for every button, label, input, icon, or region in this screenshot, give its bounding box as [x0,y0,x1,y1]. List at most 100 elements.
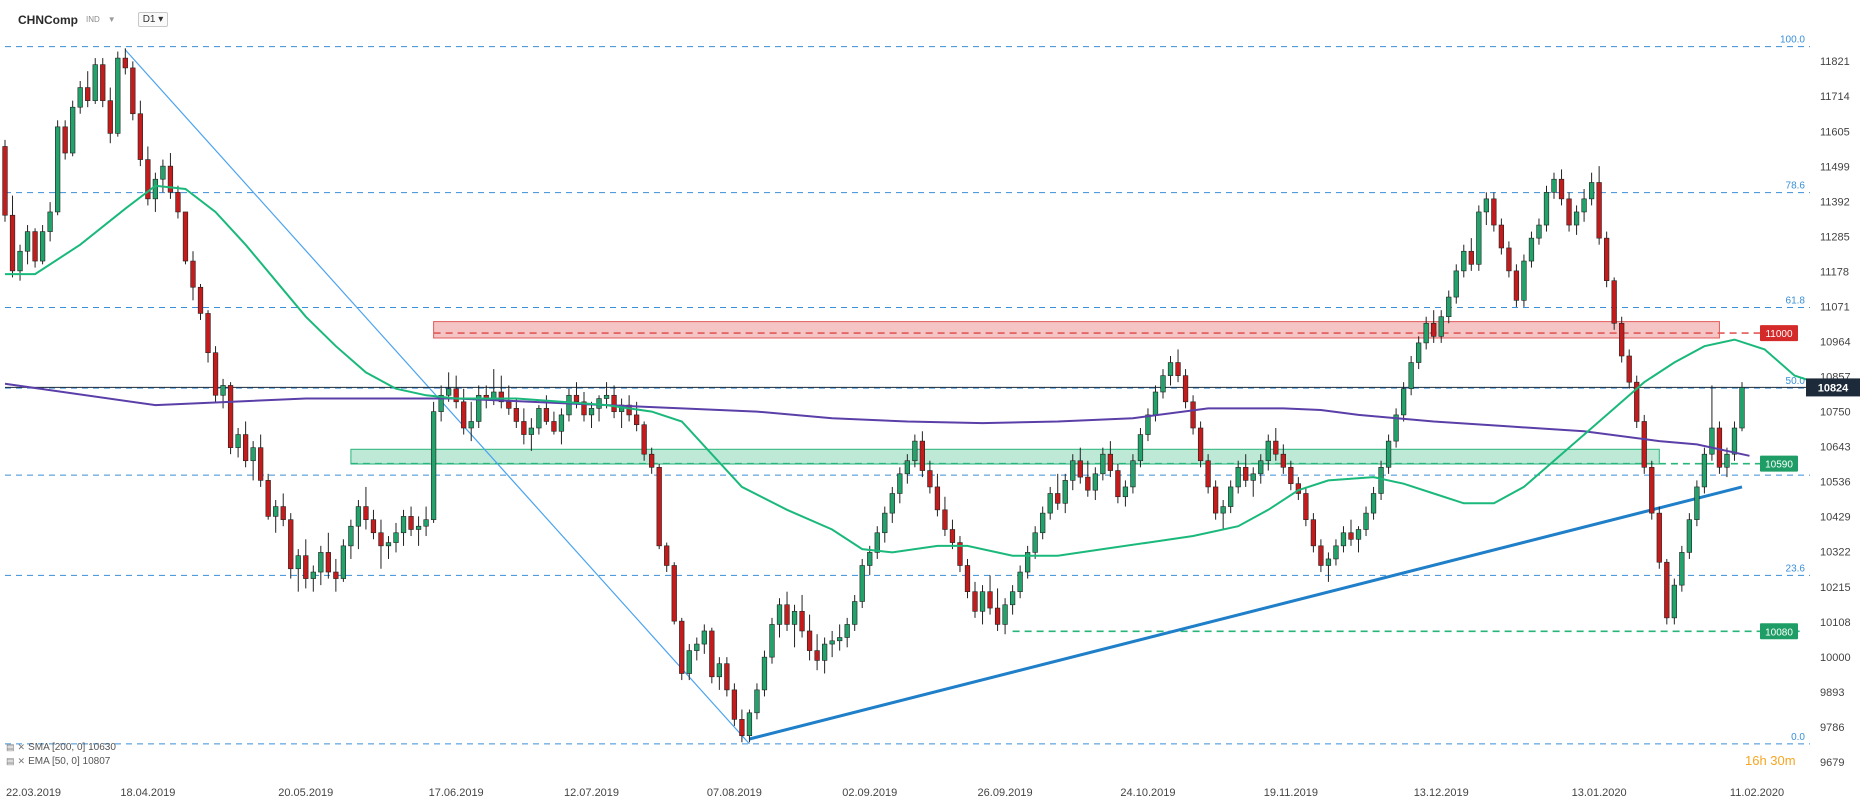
time-tick-label: 22.03.2019 [6,787,61,799]
candle-body [1077,460,1083,478]
candle-body [716,663,722,678]
candle-body [1137,434,1144,462]
candle-body [882,512,888,534]
candle-body [897,473,903,494]
candle-body [649,453,655,468]
candle-body [626,404,632,416]
candle-body [1393,414,1399,442]
candle-body [242,434,249,462]
candle-body [32,231,38,262]
candle-body [1431,322,1437,337]
candle-body [1182,375,1189,403]
candle-body [829,640,835,645]
candle-body [235,434,241,448]
candle-body [167,165,174,193]
price-tick-label: 9893 [1820,687,1844,699]
candle-body [1438,316,1444,337]
candle-body [220,385,226,396]
support-zone [350,448,1660,465]
candle-body [1288,466,1294,484]
candle-body [761,656,768,691]
time-tick-label: 11.02.2020 [1730,787,1784,799]
candle-body [1355,529,1362,540]
candle-body [47,211,53,232]
candle-body [258,447,264,481]
candle-body [355,506,362,527]
candle-body [1085,476,1091,491]
candle-body [949,529,956,543]
candle-body [1558,178,1565,200]
candle-body [919,440,926,471]
settings-icon[interactable]: ▤ [6,742,15,752]
candle-body [551,421,557,432]
timeframe-select[interactable]: D1 ▾ [137,12,169,27]
close-icon[interactable]: ✕ [17,742,26,752]
candle-body [182,211,189,262]
candle-body [1303,493,1309,520]
annotation-tag [1760,623,1798,640]
candle-body [964,565,971,592]
close-icon[interactable]: ✕ [17,756,26,766]
candle-body [1611,280,1617,324]
candle-body [1694,486,1700,520]
candle-body [1370,493,1377,514]
candle-body [438,394,444,412]
price-tick-label: 11605 [1820,127,1850,139]
fib-level-label: 0.0 [1791,732,1805,743]
candle-body [160,165,166,180]
candle-body [130,67,136,115]
candle-body [987,591,993,609]
candle-body [1536,224,1542,239]
candle-body [250,447,256,462]
settings-icon[interactable]: ▤ [6,756,15,766]
candle-body [476,394,482,422]
candle-body [1739,387,1745,429]
candle-body [1213,486,1219,514]
candle-body [1551,178,1557,193]
candle-body [1333,545,1339,560]
legend-ema[interactable]: ▤ ✕ EMA [50, 0] 10807 [6,756,110,767]
candle-body [528,427,534,435]
chevron-down-icon[interactable]: ▼ [107,15,116,24]
price-tick-label: 9679 [1820,757,1844,769]
candle-body [979,591,986,612]
candle-body [1325,558,1332,566]
candle-body [1265,440,1271,462]
candle-body [17,250,23,272]
candle-body [363,506,369,520]
legend-sma[interactable]: ▤ ✕ SMA [200, 0] 10630 [6,742,116,753]
current-price-label: 10824 [1818,382,1849,394]
candle-body [1160,375,1166,393]
fib-level-label: 23.6 [1786,563,1806,574]
candle-body [340,545,347,579]
candle-body [1476,211,1482,265]
candle-body [1671,584,1677,619]
candle-body [1115,470,1121,498]
chart-lines: 11000 10590 10080 [5,49,1810,745]
candle-body [175,192,181,213]
candle-body [679,620,685,674]
candle-body [122,57,128,69]
candle-body [912,440,918,462]
candle-body [1423,322,1429,344]
candle-body [1250,473,1256,481]
candle-body [536,408,542,429]
candle-body [1543,192,1550,226]
candle-body [701,630,707,645]
candle-body [265,480,271,517]
candle-body [641,424,647,455]
time-tick-label: 12.07.2019 [564,787,619,799]
time-tick-label: 24.10.2019 [1120,787,1175,799]
candle-body [1400,388,1407,416]
price-tick-label: 9786 [1820,722,1844,734]
candle-body [513,408,519,422]
candle-body [400,516,407,534]
candle-body [814,650,820,661]
price-tick-label: 10750 [1820,407,1851,419]
candle-body [310,571,316,579]
price-tick-label: 10536 [1820,477,1851,489]
candle-body [70,106,76,154]
symbol-name[interactable]: CHNComp [18,12,78,27]
